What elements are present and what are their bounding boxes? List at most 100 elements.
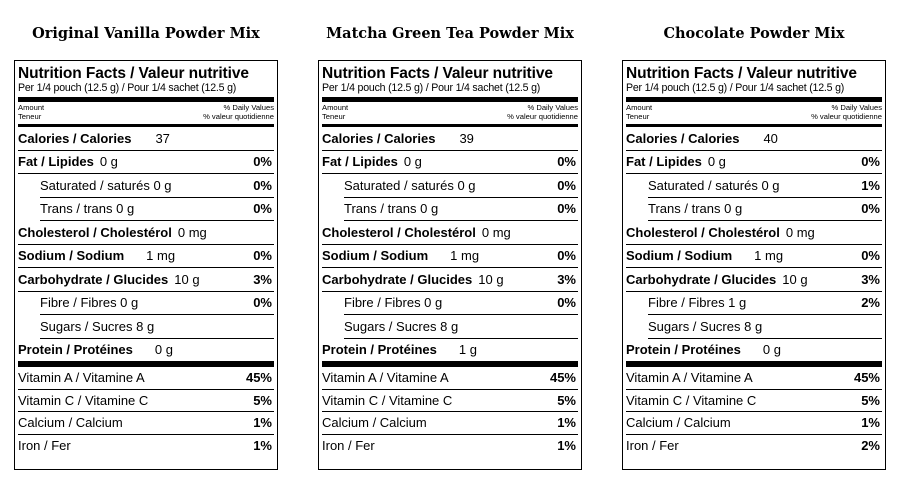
teneur-label: Teneur xyxy=(626,111,650,121)
calcium-row: Calcium / Calcium 1% xyxy=(18,412,274,435)
vitamin-c-percent: 5% xyxy=(253,392,272,408)
carbohydrate-row: Carbohydrate / Glucides 10 g 3% xyxy=(626,268,882,292)
calories-amount: 37 xyxy=(155,130,170,146)
sugars-row: Sugars / Sucres 8 g xyxy=(648,315,882,339)
fibre-label: Fibre / Fibres 0 g xyxy=(344,295,443,311)
thick-divider xyxy=(626,97,882,102)
trans-row: Trans / trans 0 g 0% xyxy=(40,198,274,221)
medium-divider xyxy=(322,124,578,127)
saturated-label: Saturated / saturés 0 g xyxy=(648,177,780,193)
fibre-percent: 0% xyxy=(253,295,272,311)
calories-amount: 39 xyxy=(459,130,474,146)
product-title: Original Vanilla Powder Mix xyxy=(32,25,260,42)
iron-percent: 1% xyxy=(253,437,272,453)
vitamin-c-row: Vitamin C / Vitamine C 5% xyxy=(626,390,882,412)
sodium-percent: 0% xyxy=(557,248,576,264)
fat-row: Fat / Lipides 0 g 0% xyxy=(322,151,578,174)
carbohydrate-percent: 3% xyxy=(861,271,880,287)
fibre-percent: 2% xyxy=(861,295,880,311)
sodium-label: Sodium / Sodium xyxy=(18,248,125,264)
vitamin-c-label: Vitamin C / Vitamine C xyxy=(626,392,757,408)
protein-amount: 1 g xyxy=(458,342,477,358)
serving-size: Per 1/4 pouch (12.5 g) / Pour 1/4 sachet… xyxy=(322,82,541,94)
vitamin-c-label: Vitamin C / Vitamine C xyxy=(322,392,453,408)
cholesterol-amount: 0 mg xyxy=(481,224,511,240)
fat-percent: 0% xyxy=(557,154,576,170)
daily-values-label: % Daily Values xyxy=(831,103,882,112)
carbohydrate-percent: 3% xyxy=(253,271,272,287)
cholesterol-amount: 0 mg xyxy=(177,224,207,240)
iron-label: Iron / Fer xyxy=(626,437,679,453)
amount-header: Amount Teneur % Daily Values% valeur quot… xyxy=(18,102,274,123)
sodium-row: Sodium / Sodium 1 mg 0% xyxy=(322,245,578,268)
vitamin-a-percent: 45% xyxy=(853,370,880,386)
saturated-label: Saturated / saturés 0 g xyxy=(40,177,172,193)
iron-label: Iron / Fer xyxy=(322,437,375,453)
fat-label: Fat / Lipides xyxy=(18,154,94,170)
saturated-label: Saturated / saturés 0 g xyxy=(344,177,476,193)
calories-label: Calories / Calories xyxy=(626,130,740,146)
product-title: Matcha Green Tea Powder Mix xyxy=(326,25,574,42)
vitamin-c-row: Vitamin C / Vitamine C 5% xyxy=(18,390,274,412)
fibre-row: Fibre / Fibres 0 g 0% xyxy=(40,292,274,315)
valeur-quotidienne-label: % valeur quotidienne xyxy=(203,111,274,121)
vitamin-divider xyxy=(322,361,578,367)
saturated-percent: 1% xyxy=(861,177,880,193)
daily-values-label: % Daily Values xyxy=(527,103,578,112)
sugars-row: Sugars / Sucres 8 g xyxy=(40,315,274,339)
fat-row: Fat / Lipides 0 g 0% xyxy=(626,151,882,174)
cholesterol-row: Cholesterol / Cholestérol 0 mg xyxy=(322,221,578,245)
carbohydrate-label: Carbohydrate / Glucides xyxy=(322,271,473,287)
fibre-row: Fibre / Fibres 1 g 2% xyxy=(648,292,882,315)
carbohydrate-percent: 3% xyxy=(557,271,576,287)
fibre-label: Fibre / Fibres 0 g xyxy=(40,295,139,311)
calcium-label: Calcium / Calcium xyxy=(322,415,427,431)
fat-label: Fat / Lipides xyxy=(322,154,398,170)
calcium-percent: 1% xyxy=(861,415,880,431)
protein-amount: 0 g xyxy=(154,342,173,358)
iron-percent: 2% xyxy=(861,437,880,453)
iron-row: Iron / Fer 1% xyxy=(322,435,578,457)
fat-percent: 0% xyxy=(253,154,272,170)
calories-label: Calories / Calories xyxy=(322,130,436,146)
calcium-label: Calcium / Calcium xyxy=(626,415,731,431)
vitamin-a-row: Vitamin A / Vitamine A 45% xyxy=(322,367,578,390)
calories-row: Calories / Calories 37 xyxy=(18,127,274,151)
sodium-label: Sodium / Sodium xyxy=(322,248,429,264)
trans-percent: 0% xyxy=(861,201,880,217)
calcium-row: Calcium / Calcium 1% xyxy=(626,412,882,435)
sugars-label: Sugars / Sucres 8 g xyxy=(648,318,763,334)
vitamin-a-percent: 45% xyxy=(549,370,576,386)
fat-row: Fat / Lipides 0 g 0% xyxy=(18,151,274,174)
sodium-label: Sodium / Sodium xyxy=(626,248,733,264)
sodium-amount: 1 mg xyxy=(450,248,480,264)
fat-amount: 0 g xyxy=(99,154,118,170)
saturated-row: Saturated / saturés 0 g 0% xyxy=(344,174,578,198)
amount-label: Amount xyxy=(322,103,349,112)
iron-row: Iron / Fer 2% xyxy=(626,435,882,457)
teneur-label: Teneur xyxy=(18,111,42,121)
trans-label: Trans / trans 0 g xyxy=(40,201,135,217)
protein-row: Protein / Protéines 1 g xyxy=(322,339,578,362)
cholesterol-label: Cholesterol / Cholestérol xyxy=(18,224,172,240)
fat-amount: 0 g xyxy=(403,154,422,170)
protein-label: Protein / Protéines xyxy=(626,342,741,358)
calories-label: Calories / Calories xyxy=(18,130,132,146)
sodium-percent: 0% xyxy=(253,248,272,264)
sodium-row: Sodium / Sodium 1 mg 0% xyxy=(626,245,882,268)
cholesterol-row: Cholesterol / Cholestérol 0 mg xyxy=(626,221,882,245)
thick-divider xyxy=(18,97,274,102)
sugars-label: Sugars / Sucres 8 g xyxy=(344,318,459,334)
sodium-row: Sodium / Sodium 1 mg 0% xyxy=(18,245,274,268)
fibre-label: Fibre / Fibres 1 g xyxy=(648,295,747,311)
carbohydrate-amount: 10 g xyxy=(782,271,808,287)
vitamin-c-percent: 5% xyxy=(557,392,576,408)
cholesterol-amount: 0 mg xyxy=(785,224,815,240)
calcium-percent: 1% xyxy=(253,415,272,431)
fat-percent: 0% xyxy=(861,154,880,170)
carbohydrate-amount: 10 g xyxy=(478,271,504,287)
carbohydrate-label: Carbohydrate / Glucides xyxy=(18,271,169,287)
vitamin-c-percent: 5% xyxy=(861,392,880,408)
calcium-label: Calcium / Calcium xyxy=(18,415,123,431)
nutrition-facts-panel: Nutrition Facts / Valeur nutritive Per 1… xyxy=(318,60,582,470)
